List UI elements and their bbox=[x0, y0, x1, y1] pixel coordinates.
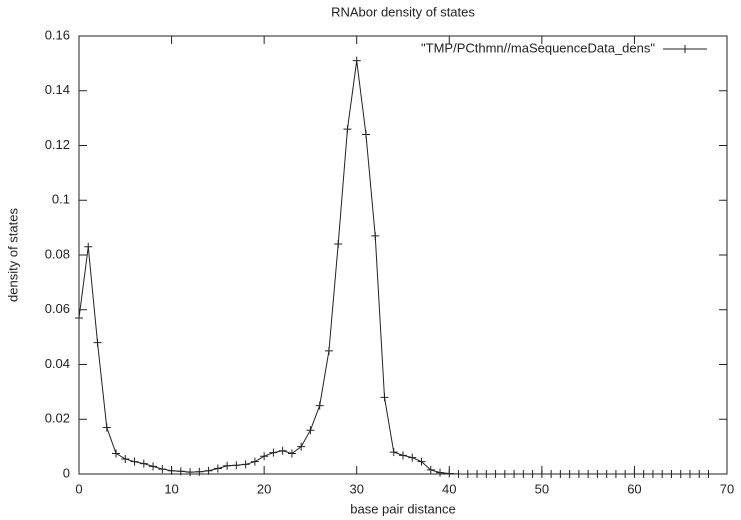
data-point bbox=[426, 465, 435, 474]
legend-label: "TMP/PCthmn//maSequenceData_dens" bbox=[421, 40, 655, 55]
data-point bbox=[611, 470, 620, 478]
data-point bbox=[315, 401, 324, 410]
data-point bbox=[408, 453, 417, 462]
y-tick-label: 0.04 bbox=[45, 356, 70, 371]
data-point bbox=[658, 470, 667, 478]
data-point bbox=[204, 466, 213, 475]
data-point bbox=[213, 464, 222, 473]
data-point bbox=[306, 426, 315, 435]
data-point bbox=[482, 470, 491, 478]
data-point bbox=[352, 56, 361, 65]
x-tick-label: 0 bbox=[75, 481, 82, 496]
data-point bbox=[436, 468, 445, 477]
x-axis-label: base pair distance bbox=[350, 501, 456, 516]
x-tick-label: 30 bbox=[349, 481, 363, 496]
data-point bbox=[556, 470, 565, 478]
data-point bbox=[287, 449, 296, 458]
data-point bbox=[547, 470, 556, 478]
data-point bbox=[158, 465, 167, 474]
chart-title: RNAbor density of states bbox=[331, 4, 475, 19]
data-point bbox=[685, 470, 694, 478]
data-point bbox=[167, 466, 176, 475]
data-point bbox=[130, 457, 139, 466]
data-point bbox=[519, 470, 528, 478]
data-point bbox=[491, 470, 500, 478]
data-point bbox=[112, 449, 121, 458]
data-point bbox=[473, 470, 482, 478]
y-tick-label: 0.02 bbox=[45, 411, 70, 426]
data-point bbox=[297, 442, 306, 451]
data-point bbox=[676, 470, 685, 478]
data-point bbox=[380, 393, 389, 402]
data-line bbox=[78, 60, 709, 475]
x-tick-label: 50 bbox=[535, 481, 549, 496]
data-point bbox=[704, 470, 713, 478]
data-point bbox=[102, 423, 111, 432]
data-point bbox=[139, 459, 148, 468]
data-point bbox=[454, 470, 463, 478]
data-point bbox=[593, 470, 602, 478]
data-point bbox=[500, 470, 509, 478]
data-point bbox=[639, 470, 648, 478]
y-tick-label: 0.08 bbox=[45, 246, 70, 261]
x-tick-label: 10 bbox=[164, 481, 178, 496]
data-point bbox=[232, 461, 241, 470]
data-point bbox=[223, 461, 232, 470]
data-point bbox=[463, 470, 472, 478]
data-point bbox=[630, 470, 639, 478]
data-point bbox=[565, 470, 574, 478]
data-point bbox=[195, 467, 204, 476]
data-point bbox=[510, 470, 519, 478]
data-point bbox=[602, 470, 611, 478]
data-point bbox=[324, 346, 333, 355]
x-tick-label: 20 bbox=[257, 481, 271, 496]
data-point bbox=[389, 448, 398, 457]
data-point bbox=[371, 231, 380, 240]
data-point bbox=[241, 460, 250, 469]
data-point bbox=[445, 469, 454, 478]
y-tick-label: 0 bbox=[63, 465, 70, 480]
data-point bbox=[250, 457, 259, 466]
y-tick-label: 0.06 bbox=[45, 301, 70, 316]
data-point bbox=[269, 448, 278, 457]
legend-marker bbox=[681, 45, 689, 53]
data-point bbox=[584, 470, 593, 478]
data-point bbox=[93, 338, 102, 347]
y-tick-label: 0.16 bbox=[45, 27, 70, 42]
data-point bbox=[176, 467, 185, 476]
x-tick-label: 40 bbox=[442, 481, 456, 496]
data-point bbox=[399, 451, 407, 460]
data-point bbox=[361, 130, 370, 139]
data-point bbox=[121, 454, 130, 463]
x-tick-label: 70 bbox=[720, 481, 734, 496]
y-tick-label: 0.12 bbox=[45, 137, 70, 152]
data-point bbox=[149, 462, 158, 471]
data-point bbox=[417, 457, 426, 466]
y-axis-label: density of states bbox=[5, 208, 20, 302]
data-point bbox=[75, 313, 83, 322]
data-point bbox=[621, 470, 630, 478]
data-point bbox=[695, 470, 704, 478]
y-tick-label: 0.14 bbox=[45, 82, 70, 97]
data-point bbox=[537, 470, 546, 478]
y-tick-label: 0.1 bbox=[52, 192, 70, 207]
data-point bbox=[574, 470, 583, 478]
data-point bbox=[186, 468, 195, 477]
plot-frame bbox=[78, 35, 728, 475]
data-point bbox=[528, 470, 537, 478]
data-point bbox=[84, 242, 93, 251]
data-point bbox=[648, 470, 657, 478]
x-tick-label: 60 bbox=[627, 481, 641, 496]
data-point bbox=[343, 125, 352, 134]
data-point bbox=[278, 446, 287, 455]
data-point bbox=[260, 452, 269, 461]
data-point bbox=[667, 470, 676, 478]
data-point bbox=[334, 240, 343, 249]
